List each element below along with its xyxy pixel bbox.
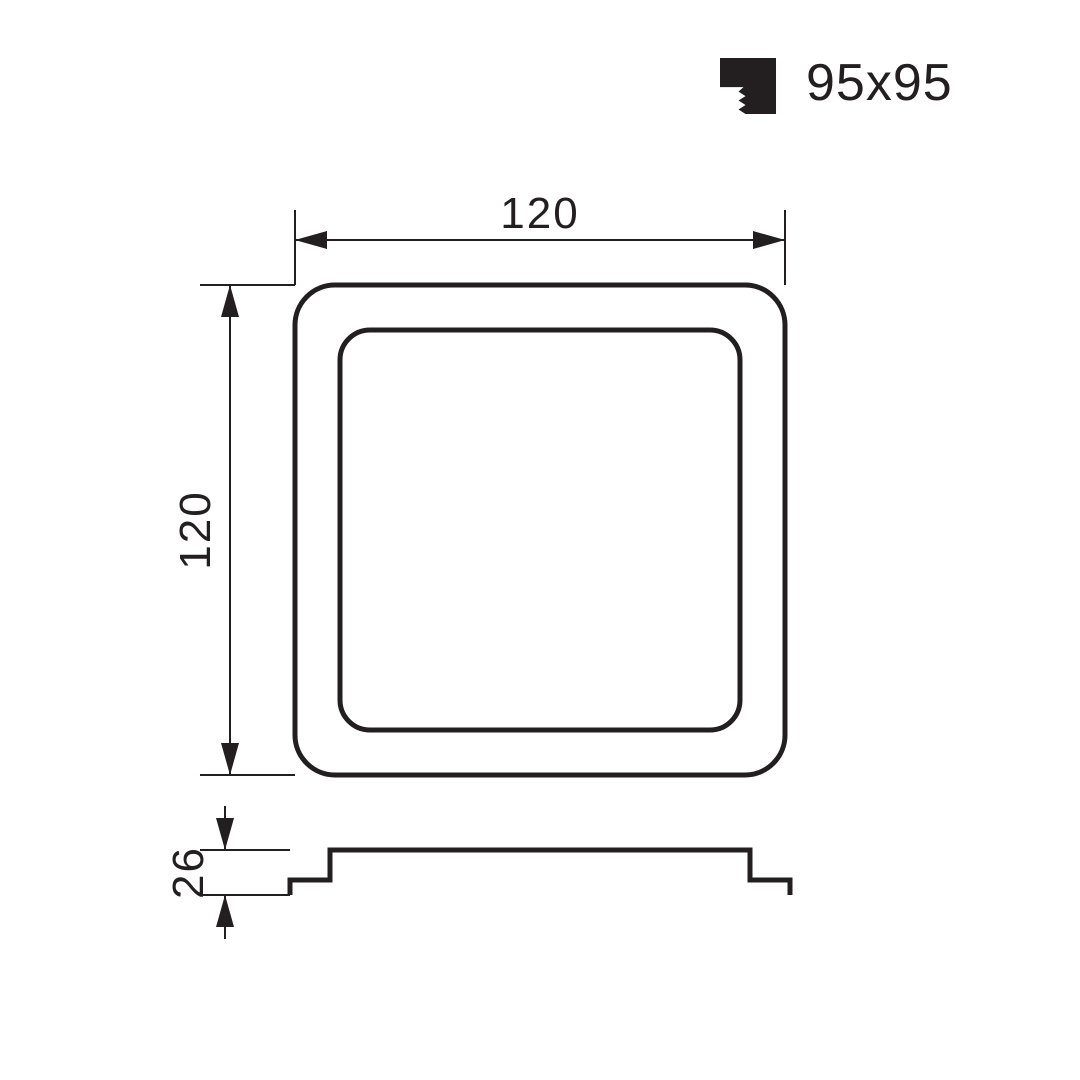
width-label: 120 (500, 189, 579, 238)
front-view (295, 285, 785, 775)
dimension-depth: 26 (164, 806, 290, 939)
height-label: 120 (171, 490, 220, 569)
cutout-legend: 95x95 (720, 54, 953, 114)
side-view (290, 850, 790, 895)
depth-label: 26 (164, 846, 213, 899)
dimension-width: 120 (295, 189, 785, 285)
cutout-label: 95x95 (806, 54, 953, 112)
dimension-height: 120 (171, 285, 295, 775)
